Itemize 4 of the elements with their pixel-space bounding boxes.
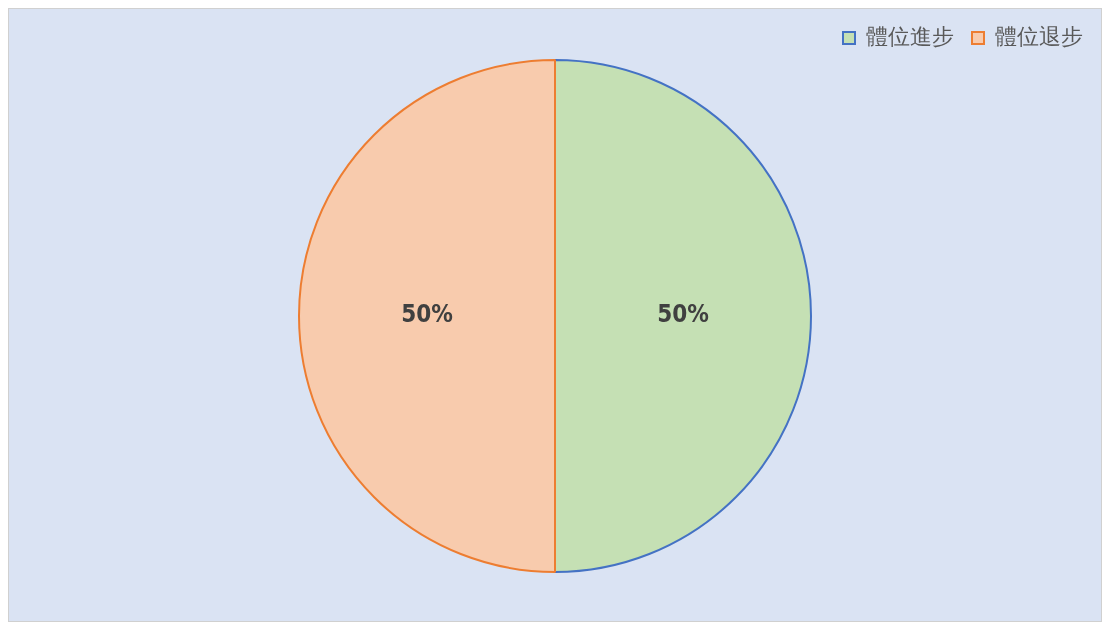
data-label: 50%: [401, 300, 453, 329]
legend-label: 體位退步: [995, 23, 1083, 49]
legend-label: 體位進步: [866, 23, 954, 49]
data-label: 50%: [657, 300, 709, 329]
